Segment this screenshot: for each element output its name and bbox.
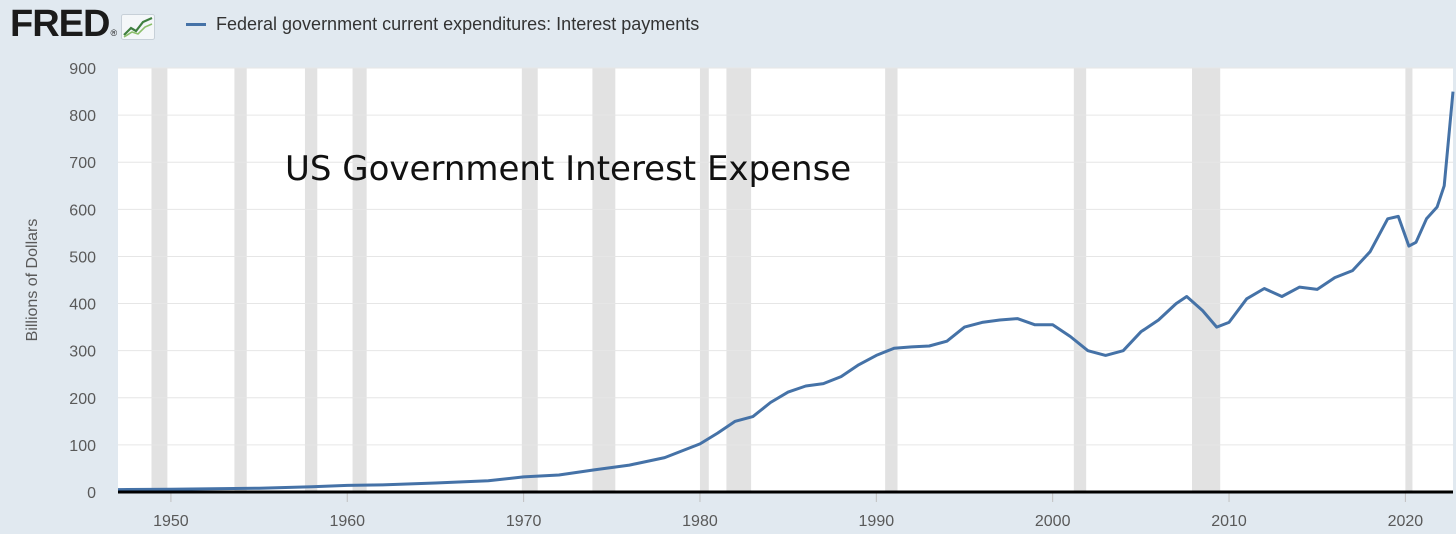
series-line-interest-payments <box>117 91 1455 492</box>
x-tick-label: 1980 <box>682 513 718 530</box>
legend-series-label: Federal government current expenditures:… <box>216 13 700 34</box>
recession-band <box>726 68 752 492</box>
recession-band <box>234 68 247 492</box>
x-axis-ticks: 1950 1960 1970 1980 1990 2000 2010 2020 <box>153 492 1423 530</box>
y-axis-ticks: 0 100 200 300 400 500 600 700 800 900 <box>69 61 96 502</box>
fred-logo[interactable]: FRED ® <box>10 3 156 45</box>
recession-bands <box>151 68 1413 492</box>
x-tick-label: 2020 <box>1388 513 1424 530</box>
recession-band <box>699 68 709 492</box>
y-tick-label: 700 <box>69 155 96 172</box>
x-tick-label: 2000 <box>1035 513 1071 530</box>
y-tick-label: 800 <box>69 108 96 125</box>
y-axis-label: Billions of Dollars <box>24 219 41 342</box>
y-tick-label: 300 <box>69 344 96 361</box>
y-tick-label: 400 <box>69 297 96 314</box>
plot-area <box>118 68 1453 492</box>
y-tick-label: 0 <box>87 485 96 502</box>
x-tick-label: 1960 <box>329 513 365 530</box>
recession-band <box>521 68 538 492</box>
x-tick-label: 1990 <box>859 513 895 530</box>
recession-band <box>885 68 898 492</box>
x-tick-label: 1970 <box>506 513 542 530</box>
legend-series-swatch <box>186 22 206 26</box>
recession-band <box>352 68 367 492</box>
recession-band <box>151 68 168 492</box>
y-tick-label: 100 <box>69 438 96 455</box>
line-graph-icon <box>121 14 156 40</box>
chart-annotation: US Government Interest Expense <box>285 149 851 189</box>
y-tick-label: 500 <box>69 249 96 266</box>
recession-band <box>1405 68 1413 492</box>
registered-mark: ® <box>110 28 118 38</box>
x-tick-label: 2010 <box>1211 513 1247 530</box>
y-tick-label: 900 <box>69 61 96 78</box>
y-tick-label: 600 <box>69 202 96 219</box>
x-tick-label: 1950 <box>153 513 189 530</box>
chart-legend: Federal government current expenditures:… <box>186 10 699 38</box>
recession-band <box>1073 68 1087 492</box>
chart-header: FRED ® Federal government current expend… <box>0 0 1456 52</box>
fred-logo-text: FRED <box>10 3 110 45</box>
y-tick-label: 200 <box>69 391 96 408</box>
recession-band <box>592 68 616 492</box>
recession-band <box>1191 68 1221 492</box>
gridlines <box>118 67 1453 446</box>
recession-band <box>304 68 318 492</box>
